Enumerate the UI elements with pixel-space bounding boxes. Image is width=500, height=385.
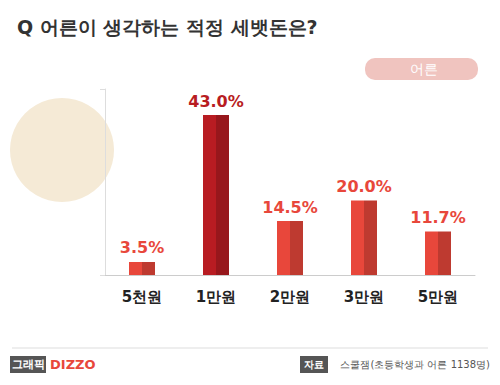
svg-text:43.0%: 43.0% bbox=[188, 92, 244, 111]
svg-text:3만원: 3만원 bbox=[344, 288, 384, 306]
svg-text:어른: 어른 bbox=[410, 61, 438, 77]
svg-text:5만원: 5만원 bbox=[418, 288, 458, 306]
svg-text:자료: 자료 bbox=[304, 359, 324, 370]
svg-text:2만원: 2만원 bbox=[270, 288, 310, 306]
svg-text:Q 어른이 생각하는 적정 세뱃돈은?: Q 어른이 생각하는 적정 세뱃돈은? bbox=[17, 16, 318, 38]
svg-text:스쿨잼(초등학생과 어른 1138명): 스쿨잼(초등학생과 어른 1138명) bbox=[340, 359, 490, 370]
svg-text:3.5%: 3.5% bbox=[120, 238, 164, 257]
svg-text:14.5%: 14.5% bbox=[262, 198, 318, 217]
svg-text:DIZZO: DIZZO bbox=[50, 357, 96, 372]
svg-text:20.0%: 20.0% bbox=[336, 177, 392, 196]
svg-text:1만원: 1만원 bbox=[196, 288, 236, 306]
svg-text:그래픽: 그래픽 bbox=[12, 358, 45, 371]
svg-text:11.7%: 11.7% bbox=[410, 208, 466, 227]
svg-text:5천원: 5천원 bbox=[122, 288, 162, 306]
